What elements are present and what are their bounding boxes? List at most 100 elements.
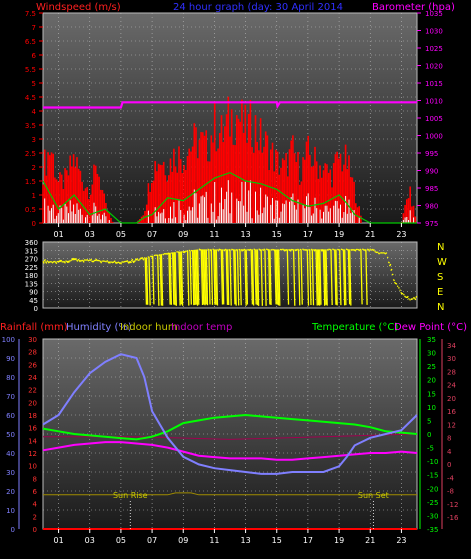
indoor-temp-tick-label: -16 [447,514,459,522]
direction-mark [373,250,374,251]
temperature-tick-label: -35 [427,526,438,534]
rain-tick-label: 0 [33,526,37,534]
indoor-temp-tick-label: 16 [447,408,456,416]
rain-tick-label: 4 [33,501,38,509]
direction-mark [77,260,78,261]
sun-label: Sun Set [358,491,389,500]
temperature-tick-label: -15 [427,472,438,480]
compass-label: W [437,257,447,268]
x-tick-label: 11 [209,230,219,239]
barometer-tick-label: 1030 [425,28,443,36]
temperature-tick-label: 30 [427,350,436,358]
humidity-tick-label: 80 [6,374,15,382]
x-tick-label: 09 [178,230,188,239]
direction-mark [281,249,282,250]
windspeed-axis: 00.511.522.533.544.555.566.577.5 [25,10,43,228]
rain-tick-label: 6 [33,488,38,496]
x-tick-label: 01 [53,536,63,545]
direction-mark [398,288,399,289]
barometer-tick-label: 985 [425,185,438,193]
x-tick-label: 05 [116,230,126,239]
x-tick-label: 13 [240,230,250,239]
compass-label: N [437,242,444,253]
rain-tick-label: 18 [28,412,37,420]
direction-mark [388,262,389,263]
barometer-tick-label: 995 [425,150,438,158]
rain-tick-label: 26 [28,361,37,369]
windspeed-tick-label: 5.5 [25,66,36,74]
indoor-temp-tick-label: 28 [447,368,456,376]
barometer-label: Barometer (hpa) [372,2,455,13]
barometer-tick-label: 1025 [425,45,443,53]
indoor-temp-tick-label: 34 [447,342,456,350]
direction-mark [49,262,50,263]
humidity-tick-label: 50 [6,431,15,439]
barometer-tick-label: 1005 [425,115,443,123]
barometer-tick-label: 1020 [425,63,443,71]
direction-mark [122,262,123,263]
windspeed-tick-label: 1 [32,192,36,200]
indoor-temp-label: Indoor temp [171,322,232,333]
temperature-humidity-panel: 0102030405060708090100024681012141618202… [0,322,467,545]
indoor-temp-tick-label: 4 [447,448,452,456]
temperature-tick-label: 25 [427,363,436,371]
windspeed-tick-label: 6 [32,52,37,60]
rain-tick-label: 24 [28,374,37,382]
rain-tick-label: 8 [33,475,37,483]
compass-label: E [437,287,443,298]
direction-mark [166,253,167,254]
windspeed-tick-label: 6.5 [25,38,36,46]
direction-mark [416,296,417,297]
direction-tick-label: 90 [29,289,38,297]
indoor-temp-tick-label: -8 [447,488,454,496]
x-tick-label: 01 [53,230,63,239]
indoor-temp-tick-label: 8 [447,435,451,443]
barometer-axis: 9759809859909951000100510101015102010251… [417,10,443,228]
rain-tick-label: 28 [28,349,37,357]
direction-mark [47,261,48,262]
x-tick-label: 03 [85,230,95,239]
x-tick-label: 13 [240,536,250,545]
direction-mark [87,259,88,260]
rain-tick-label: 22 [28,387,37,395]
x-tick-label: 07 [147,536,157,545]
chart-title: 24 hour graph (day: 30 April 2014 [173,2,343,13]
x-tick-label: 21 [365,230,375,239]
direction-mark [392,274,393,275]
direction-mark [378,253,379,254]
temperature-tick-label: -30 [427,512,438,520]
direction-mark [78,259,79,260]
direction-mark [80,260,81,261]
direction-mark [296,249,297,250]
rain-tick-label: 30 [28,336,37,344]
windspeed-tick-label: 0.5 [25,206,36,214]
direction-mark [396,284,397,285]
x-tick-label: 21 [365,536,375,545]
direction-mark [163,254,164,255]
direction-tick-label: 360 [25,239,38,247]
indoor-temp-tick-label: 12 [447,421,456,429]
direction-tick-label: 180 [25,272,38,280]
direction-mark [113,262,114,263]
humidity-tick-label: 10 [6,507,15,515]
direction-mark [377,252,378,253]
x-tick-label: 23 [396,536,406,545]
direction-mark [69,261,70,262]
temperature-tick-label: -10 [427,458,438,466]
rain-tick-label: 16 [28,425,37,433]
direction-tick-label: 270 [25,256,38,264]
x-tick-label: 23 [396,230,406,239]
direction-tick-label: 225 [25,264,38,272]
direction-mark [412,299,413,300]
direction-mark [262,249,263,250]
direction-mark [98,260,99,261]
barometer-tick-label: 990 [425,168,438,176]
direction-mark [127,260,128,261]
windspeed-tick-label: 5 [32,80,36,88]
windspeed-tick-label: 7.5 [25,10,36,18]
